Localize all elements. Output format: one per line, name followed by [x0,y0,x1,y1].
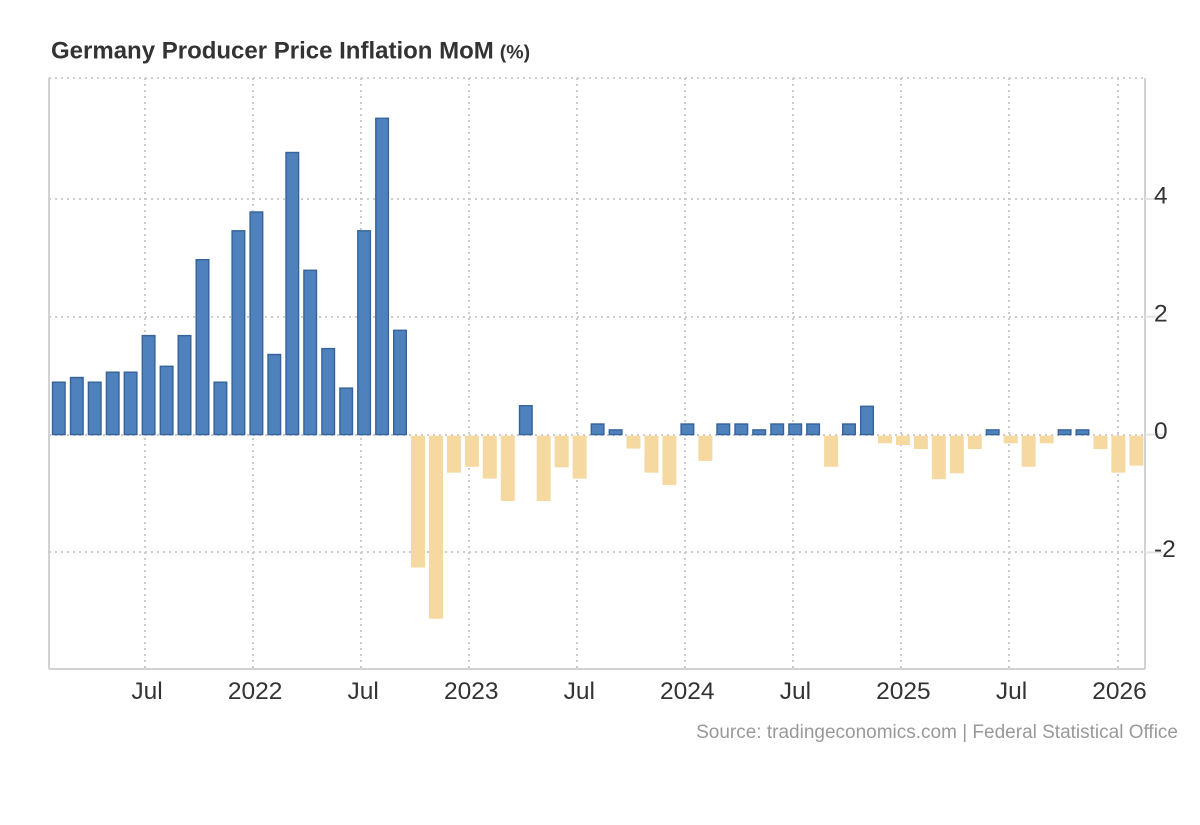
svg-text:Source: tradingeconomics.com |: Source: tradingeconomics.com | Federal S… [696,722,1178,743]
svg-text:Germany Producer Price Inflati: Germany Producer Price Inflation MoM (%) [51,38,530,65]
svg-text:2022: 2022 [228,678,283,705]
svg-text:-2: -2 [1154,536,1176,563]
svg-text:Jul: Jul [131,678,162,705]
svg-text:Jul: Jul [348,678,379,705]
svg-text:2024: 2024 [660,678,715,705]
svg-text:2023: 2023 [444,678,499,705]
svg-text:0: 0 [1154,418,1168,445]
svg-text:2026: 2026 [1092,678,1147,705]
svg-text:Jul: Jul [996,678,1027,705]
svg-text:4: 4 [1154,183,1168,210]
svg-text:2: 2 [1154,300,1168,327]
svg-text:Jul: Jul [564,678,595,705]
svg-text:Jul: Jul [780,678,811,705]
svg-text:2025: 2025 [876,678,931,705]
